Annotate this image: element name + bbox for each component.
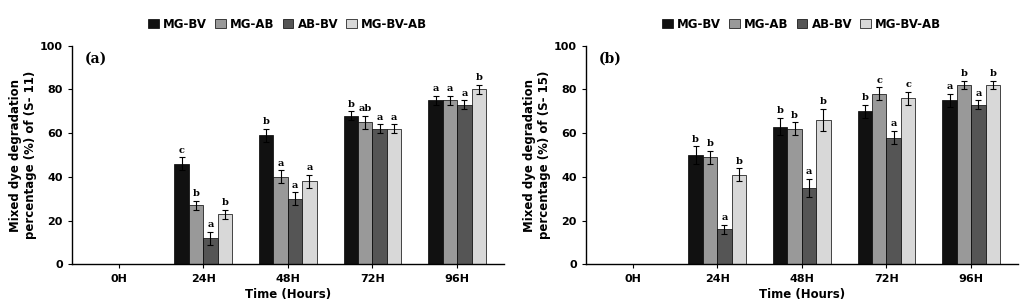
Text: (b): (b) — [599, 52, 622, 66]
Bar — [703, 157, 718, 264]
Bar — [204, 238, 218, 264]
Bar — [773, 126, 787, 264]
Text: b: b — [792, 111, 798, 119]
Text: a: a — [433, 84, 439, 93]
Bar — [259, 135, 273, 264]
Bar — [457, 105, 472, 264]
Bar — [288, 199, 302, 264]
Bar — [689, 155, 703, 264]
Bar — [273, 177, 288, 264]
Text: a: a — [890, 119, 896, 128]
Text: a: a — [306, 163, 313, 172]
Text: b: b — [706, 139, 713, 148]
Bar — [901, 98, 915, 264]
Bar — [429, 100, 443, 264]
Bar — [943, 100, 957, 264]
Bar — [816, 120, 831, 264]
Bar — [718, 230, 732, 264]
Text: a: a — [976, 89, 982, 98]
Bar — [732, 175, 746, 264]
Legend: MG-BV, MG-AB, AB-BV, MG-BV-AB: MG-BV, MG-AB, AB-BV, MG-BV-AB — [144, 13, 432, 35]
X-axis label: Time (Hours): Time (Hours) — [245, 288, 331, 301]
Text: a: a — [447, 84, 453, 93]
Bar — [787, 129, 802, 264]
Text: c: c — [905, 80, 911, 89]
Bar — [886, 137, 901, 264]
Bar — [872, 94, 886, 264]
Text: a: a — [947, 82, 953, 91]
Text: a: a — [278, 159, 284, 168]
Bar — [358, 122, 372, 264]
Text: b: b — [475, 73, 482, 82]
Bar — [802, 188, 816, 264]
Bar — [957, 85, 971, 264]
Bar — [387, 129, 401, 264]
Bar — [218, 214, 232, 264]
Text: a: a — [462, 89, 468, 98]
Bar — [343, 116, 358, 264]
Text: b: b — [820, 98, 827, 106]
Text: c: c — [876, 76, 882, 85]
Text: b: b — [777, 106, 783, 115]
Legend: MG-BV, MG-AB, AB-BV, MG-BV-AB: MG-BV, MG-AB, AB-BV, MG-BV-AB — [658, 13, 946, 35]
Text: a: a — [208, 220, 214, 229]
Text: c: c — [179, 146, 185, 155]
Text: b: b — [692, 135, 699, 144]
Bar — [372, 129, 387, 264]
X-axis label: Time (Hours): Time (Hours) — [759, 288, 845, 301]
Text: b: b — [989, 69, 996, 78]
Bar — [986, 85, 1000, 264]
Text: a: a — [292, 181, 298, 190]
Bar — [175, 164, 189, 264]
Text: b: b — [221, 198, 228, 207]
Text: b: b — [192, 189, 199, 199]
Text: b: b — [960, 69, 967, 78]
Bar — [443, 100, 457, 264]
Text: (a): (a) — [85, 52, 107, 66]
Bar — [971, 105, 986, 264]
Y-axis label: Mixed dye degradation
percentage (%) of (S- 11): Mixed dye degradation percentage (%) of … — [9, 71, 37, 239]
Text: a: a — [376, 113, 382, 122]
Text: ab: ab — [359, 104, 372, 113]
Text: b: b — [861, 93, 869, 102]
Bar — [302, 181, 317, 264]
Bar — [189, 206, 204, 264]
Text: a: a — [391, 113, 397, 122]
Bar — [472, 89, 486, 264]
Text: b: b — [263, 117, 269, 126]
Text: b: b — [347, 100, 355, 109]
Bar — [857, 111, 872, 264]
Text: b: b — [735, 157, 742, 166]
Text: a: a — [806, 168, 812, 177]
Y-axis label: Mixed dye degradation
percentage (%) of (S- 15): Mixed dye degradation percentage (%) of … — [523, 71, 551, 239]
Text: a: a — [722, 213, 728, 223]
